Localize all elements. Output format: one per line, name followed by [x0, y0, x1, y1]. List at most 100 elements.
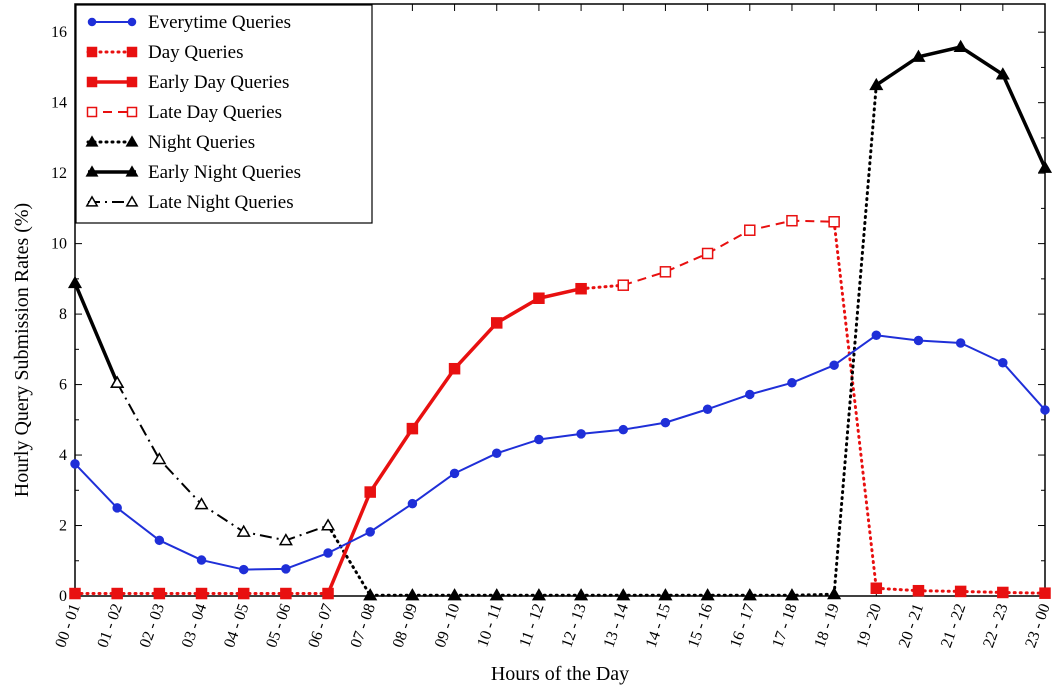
data-point: [112, 503, 122, 513]
x-tick-label: 13 - 14: [601, 602, 632, 650]
x-tick-label: 04 - 05: [221, 602, 252, 650]
data-point: [238, 564, 249, 575]
series-line: [368, 592, 836, 597]
data-point: [320, 518, 336, 531]
legend-item: Late Night Queries: [85, 192, 294, 213]
x-tick-label: 10 - 11: [474, 602, 505, 650]
series-0: [74, 334, 1046, 571]
x-tick-label: 14 - 15: [643, 602, 674, 650]
data-point: [702, 404, 713, 414]
data-point: [1040, 405, 1050, 415]
data-point: [575, 282, 587, 295]
series-line: [368, 287, 582, 494]
legend-marker: [85, 165, 99, 177]
y-tick-label: 2: [59, 518, 67, 535]
data-point: [489, 588, 504, 601]
series-markers-3: [617, 214, 840, 291]
data-point: [660, 417, 671, 428]
series-markers-6: [110, 375, 336, 546]
data-point: [281, 564, 291, 574]
y-tick-label: 6: [59, 377, 67, 394]
y-tick-label: 8: [59, 306, 67, 323]
data-point: [745, 389, 755, 400]
legend-label: Late Night Queries: [148, 192, 294, 213]
data-point: [828, 216, 840, 228]
data-point: [913, 335, 924, 346]
legend-marker: [125, 195, 139, 207]
series-6: [116, 382, 329, 542]
data-point: [322, 587, 334, 600]
data-point: [111, 587, 123, 600]
x-tick-label: 21 - 22: [938, 602, 969, 650]
legend-marker: [126, 76, 138, 88]
legend-marker: [125, 135, 139, 147]
series-3: [622, 219, 835, 287]
data-point: [618, 424, 629, 435]
x-tick-label: 22 - 23: [980, 602, 1011, 650]
data-point: [531, 588, 546, 601]
data-point: [954, 585, 967, 598]
y-tick-label: 16: [51, 24, 67, 41]
series-markers-4: [363, 587, 842, 601]
data-point: [1039, 587, 1051, 599]
data-point: [364, 486, 376, 498]
data-point: [998, 357, 1008, 368]
series-line: [73, 282, 119, 384]
legend-marker: [86, 46, 98, 58]
legend-marker: [86, 76, 98, 88]
y-tick-label: 12: [51, 165, 67, 182]
legend-marker: [87, 17, 97, 27]
legend-box: [75, 4, 373, 224]
data-point: [827, 587, 842, 600]
data-point: [701, 247, 714, 260]
series-4: [368, 592, 836, 597]
x-axis-title: Hours of the Day: [491, 663, 629, 685]
legend-marker: [126, 46, 138, 58]
legend-marker: [127, 17, 137, 27]
data-point: [574, 588, 589, 601]
data-point: [659, 266, 672, 278]
y-axis-title: Hourly Query Submission Rates (%): [11, 203, 33, 497]
legend-label: Early Day Queries: [148, 72, 289, 93]
series-line: [74, 334, 1046, 571]
data-point: [744, 224, 756, 236]
legend-label: Late Day Queries: [148, 102, 282, 123]
legend-marker: [85, 135, 99, 147]
data-point: [152, 452, 167, 465]
legend-item: Everytime Queries: [87, 12, 291, 33]
series-markers-2: [364, 282, 587, 498]
x-tick-label: 05 - 06: [263, 602, 294, 650]
y-tick-label: 0: [59, 588, 67, 605]
data-point: [871, 330, 882, 340]
x-tick-label: 06 - 07: [305, 602, 336, 650]
data-point: [829, 360, 839, 370]
data-point: [323, 548, 333, 558]
data-point: [280, 587, 292, 600]
data-point: [447, 588, 462, 601]
x-tick-label: 17 - 18: [769, 602, 800, 650]
x-tick-label: 12 - 13: [558, 602, 589, 650]
x-tick-label: 20 - 21: [896, 602, 927, 650]
data-point: [153, 587, 166, 600]
x-tick-label: 03 - 04: [179, 602, 210, 650]
series-markers-1: [69, 582, 1051, 600]
data-point: [658, 588, 673, 601]
data-point: [616, 588, 631, 601]
y-tick-label: 10: [51, 236, 67, 253]
series-line: [116, 382, 329, 542]
data-point: [953, 39, 968, 53]
data-point: [700, 588, 715, 601]
data-point: [534, 434, 544, 445]
series-connector: [326, 524, 372, 597]
x-tick-label: 08 - 09: [390, 602, 421, 650]
data-point: [742, 588, 757, 601]
legend-marker: [126, 106, 138, 118]
legend-label: Night Queries: [148, 132, 255, 153]
series-line: [875, 45, 1047, 169]
data-point: [69, 587, 81, 600]
data-point: [911, 49, 926, 62]
series-connector: [579, 283, 625, 291]
legend-label: Everytime Queries: [148, 12, 291, 33]
legend-item: Day Queries: [86, 42, 244, 63]
